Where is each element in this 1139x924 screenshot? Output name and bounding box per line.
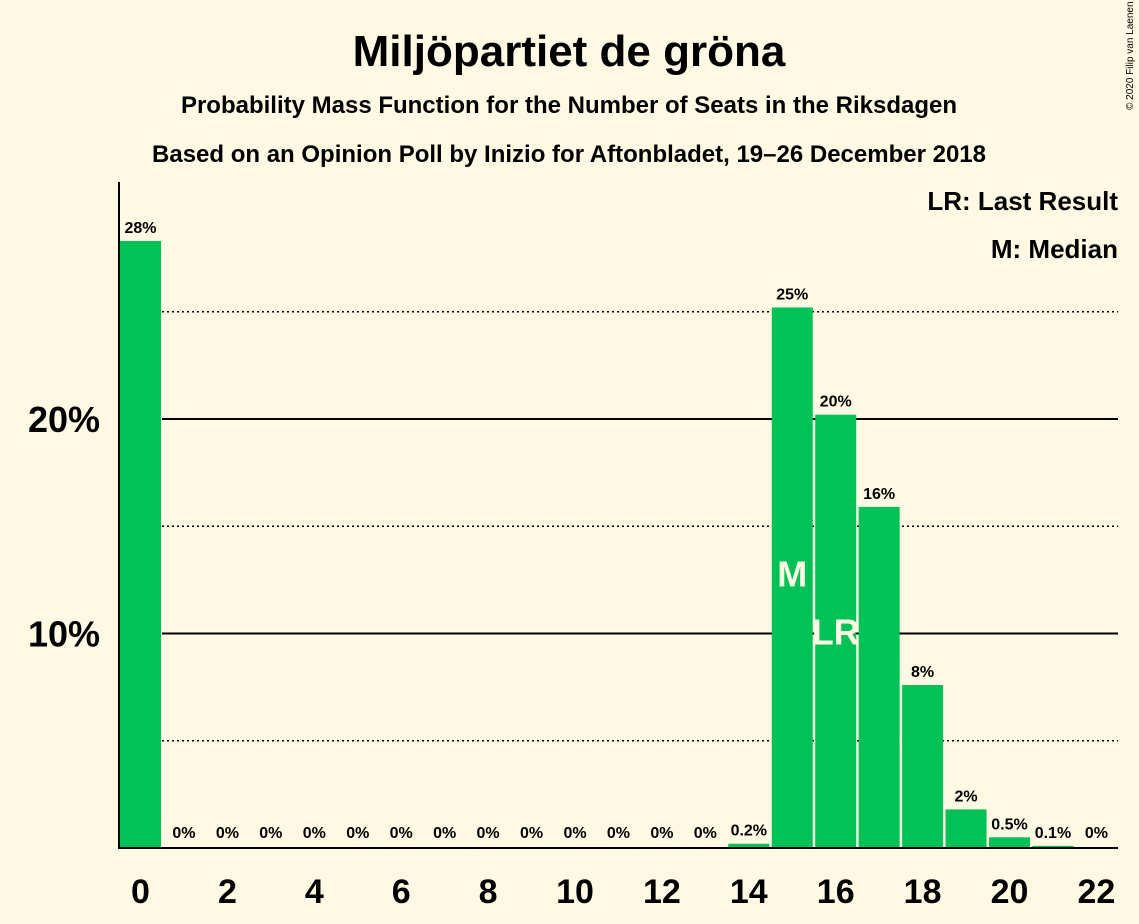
bar (771, 307, 813, 849)
bar (728, 843, 770, 848)
bar (120, 240, 161, 849)
bar (815, 414, 857, 848)
x-tick-label: 14 (730, 873, 768, 911)
data-label-background (649, 823, 674, 842)
chart-subtitle: Probability Mass Function for the Number… (181, 92, 957, 119)
data-label: 0.1% (1035, 825, 1071, 842)
y-tick-label: 10% (28, 614, 100, 655)
data-label-background (606, 823, 631, 842)
data-label-background (124, 217, 157, 237)
copyright-text: © 2020 Filip van Laenen (1125, 1, 1136, 110)
data-label-background (171, 823, 196, 842)
data-label: 0% (303, 825, 326, 842)
x-tick-label: 22 (1077, 873, 1115, 911)
data-label: 0% (563, 825, 586, 842)
y-axis-ticks: 10% 20% (28, 399, 100, 655)
bar (989, 837, 1030, 848)
data-label: 20% (820, 394, 852, 411)
data-label-background (775, 284, 809, 304)
data-label: 8% (911, 664, 934, 681)
data-label: 25% (776, 286, 808, 303)
data-label: 0% (390, 825, 413, 842)
bar (858, 506, 900, 848)
data-label-background (432, 823, 457, 842)
x-tick-label: 10 (556, 873, 594, 911)
data-label: 0% (477, 825, 500, 842)
data-label-background (954, 786, 979, 806)
data-label: 0% (607, 825, 630, 842)
data-label: 16% (863, 486, 895, 503)
data-label: 0.2% (731, 823, 767, 840)
data-label-background (693, 823, 718, 842)
y-tick-label: 20% (28, 399, 100, 440)
grid-lines (162, 311, 1118, 742)
data-label-background (519, 823, 544, 842)
data-label: 0% (433, 825, 456, 842)
x-tick-label: 0 (131, 873, 150, 911)
data-label-background (727, 820, 770, 840)
bar (945, 809, 987, 848)
data-label-background (345, 823, 370, 842)
bars (120, 240, 1074, 849)
x-tick-label: 2 (218, 873, 237, 911)
x-axis-ticks: 0 2 4 6 8 10 12 14 16 18 20 22 (131, 873, 1115, 911)
x-tick-label: 4 (305, 873, 324, 911)
data-label-background (988, 814, 1031, 834)
data-label-background (476, 823, 501, 842)
data-label-background (910, 661, 935, 681)
last-result-marker: LR (812, 611, 860, 652)
data-label: 0% (259, 825, 282, 842)
data-label: 0% (1085, 825, 1108, 842)
data-label: 0.5% (991, 816, 1027, 833)
data-label-background (215, 823, 240, 842)
data-label: 0% (346, 825, 369, 842)
chart-title: Miljöpartiet de gröna (353, 27, 786, 76)
bar (1032, 845, 1074, 848)
x-tick-label: 20 (991, 873, 1029, 911)
data-label-background (1084, 823, 1109, 842)
data-label-background (389, 823, 414, 842)
x-tick-label: 12 (643, 873, 681, 911)
data-label-background (302, 823, 327, 842)
data-label: 2% (954, 788, 977, 805)
data-label-background (258, 823, 283, 842)
x-tick-label: 18 (904, 873, 942, 911)
chart-subtitle-poll: Based on an Opinion Poll by Inizio for A… (152, 141, 986, 168)
median-marker: M (777, 554, 807, 595)
data-label: 0% (650, 825, 673, 842)
data-label: 0% (520, 825, 543, 842)
data-label-background (819, 391, 853, 411)
data-label: 28% (124, 220, 156, 237)
x-tick-label: 16 (817, 873, 855, 911)
data-label-background (563, 823, 587, 842)
data-label-background (1031, 823, 1074, 842)
x-tick-label: 8 (479, 873, 498, 911)
legend-last-result: LR: Last Result (927, 186, 1118, 216)
data-labels: 28% 0% 0% 0% 0% 0% 0% 0% 0% 0% 0% 0% 0% 0% 0.2% 25% 20% 1… (124, 217, 1109, 842)
data-label: 0% (216, 825, 239, 842)
data-label: 0% (694, 825, 717, 842)
data-label-background (862, 483, 896, 503)
bar (902, 684, 944, 848)
legend-median: M: Median (991, 234, 1118, 264)
data-label: 0% (172, 825, 195, 842)
x-tick-label: 6 (392, 873, 411, 911)
